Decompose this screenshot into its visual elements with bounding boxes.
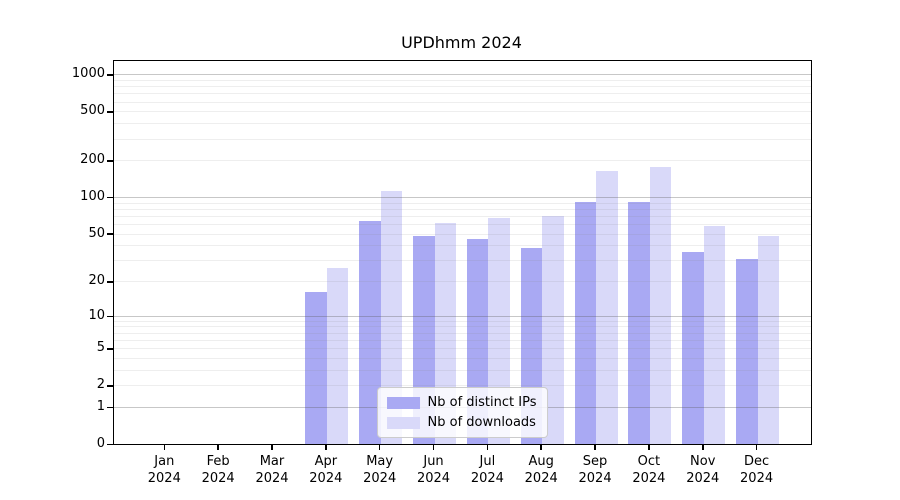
year-label: 2024 (147, 471, 181, 486)
month-label: May (366, 454, 394, 469)
minor-gridline (114, 79, 811, 81)
bar-oct-distinct-ips (628, 202, 650, 444)
month-label: Apr (314, 454, 338, 469)
bar-dec-downloads (757, 235, 780, 444)
x-tick-label-nov: Nov 2024 (671, 453, 735, 487)
legend-label: Nb of downloads (427, 415, 536, 430)
bar-sep-distinct-ips (574, 202, 597, 444)
legend-item-distinct-ips: Nb of distinct IPs (386, 395, 537, 410)
y-tick-label: 0 (96, 436, 105, 451)
year-label: 2024 (740, 471, 774, 486)
y-tick-label: 500 (80, 103, 105, 119)
bar-may-downloads (380, 190, 403, 444)
year-label: 2024 (255, 471, 289, 486)
minor-gridline (114, 93, 811, 95)
year-label: 2024 (363, 471, 397, 486)
bar-dec-distinct-ips (736, 258, 758, 444)
month-label: Mar (259, 454, 285, 469)
bar-nov-distinct-ips (682, 252, 704, 444)
year-label: 2024 (201, 471, 235, 486)
month-label: Jul (479, 454, 496, 469)
minor-gridline (114, 202, 811, 204)
month-label: Dec (744, 454, 770, 469)
year-label: 2024 (686, 471, 720, 486)
month-label: Feb (206, 454, 230, 469)
chart-title: UPDhmm 2024 (401, 33, 522, 52)
month-label: Oct (637, 454, 661, 469)
legend-swatch (386, 396, 420, 409)
y-tick-label: 1 (96, 398, 105, 414)
y-tick-label: 5 (96, 340, 105, 356)
y-tick-label: 50 (88, 225, 105, 241)
year-label: 2024 (416, 471, 451, 486)
minor-gridline (114, 123, 811, 125)
year-label: 2024 (632, 471, 666, 486)
major-gridline (114, 74, 811, 76)
y-tick-label: 2 (96, 377, 105, 393)
month-label: Aug (528, 454, 554, 469)
x-tick-label-jul: Jul 2024 (455, 453, 519, 487)
minor-gridline (114, 208, 811, 210)
minor-gridline (114, 101, 811, 103)
minor-gridline (114, 86, 811, 88)
year-label: 2024 (309, 471, 343, 486)
minor-gridline (114, 160, 811, 162)
plot-area: Nb of distinct IPs Nb of downloads (113, 60, 812, 445)
y-tick-label: 20 (88, 273, 105, 289)
year-label: 2024 (578, 471, 612, 486)
month-label: Jan (154, 454, 175, 469)
minor-gridline (114, 215, 811, 217)
legend-item-downloads: Nb of downloads (386, 415, 537, 430)
bar-nov-downloads (703, 225, 726, 444)
bar-aug-downloads (542, 215, 564, 444)
y-tick-label: 1000 (71, 66, 105, 82)
month-label: Jun (423, 454, 444, 469)
y-tick-label: 100 (80, 189, 105, 205)
x-tick-label-jun: Jun 2024 (402, 453, 466, 487)
bar-may-distinct-ips (359, 220, 381, 444)
x-tick-label-apr: Apr 2024 (294, 453, 358, 487)
bar-oct-downloads (649, 167, 672, 444)
bar-apr-downloads (326, 267, 349, 444)
major-gridline (114, 197, 811, 199)
x-tick-label-oct: Oct 2024 (617, 453, 681, 487)
minor-gridline (114, 111, 811, 113)
x-tick-label-dec: Dec 2024 (725, 453, 789, 487)
y-tick-label: 200 (80, 152, 105, 168)
month-label: Sep (582, 454, 608, 469)
x-tick-label-sep: Sep 2024 (563, 453, 627, 487)
x-tick-label-jan: Jan 2024 (132, 453, 196, 487)
minor-gridline (114, 138, 811, 140)
x-tick-label-may: May 2024 (348, 453, 412, 487)
legend-swatch (386, 416, 420, 429)
year-label: 2024 (524, 471, 558, 486)
y-tick-label: 10 (88, 307, 105, 323)
x-axis: Jan 2024 Feb 2024 Mar 2024 Apr 2024 May 2024 Jun 20… (113, 444, 810, 494)
x-tick-label-feb: Feb 2024 (186, 453, 250, 487)
year-label: 2024 (470, 471, 504, 486)
bar-apr-distinct-ips (305, 292, 327, 444)
bar-sep-downloads (596, 170, 618, 444)
x-tick-label-aug: Aug 2024 (509, 453, 573, 487)
y-axis: 0 1 2 5 10 20 50 100 200 500 1000 (0, 60, 113, 451)
month-label: Nov (690, 454, 716, 469)
legend-label: Nb of distinct IPs (427, 395, 537, 410)
x-tick-label-mar: Mar 2024 (240, 453, 304, 487)
legend: Nb of distinct IPs Nb of downloads (376, 387, 549, 438)
